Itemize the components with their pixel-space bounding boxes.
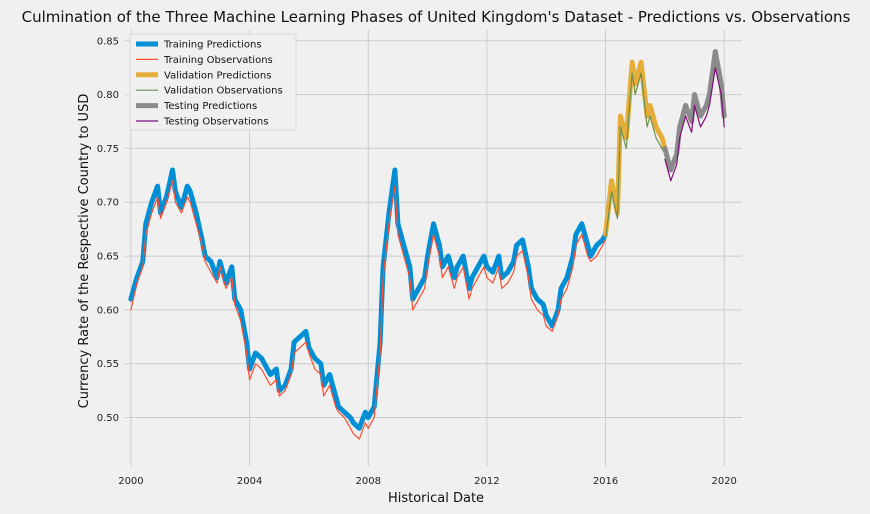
legend-label: Validation Observations (164, 86, 283, 97)
y-tick-label: 0.65 (97, 252, 119, 263)
y-tick-label: 0.55 (97, 359, 119, 370)
legend-label: Testing Observations (163, 117, 268, 128)
series-line-training-predictions (128, 167, 608, 431)
y-axis-title: Currency Rate of the Respective Country … (77, 94, 92, 409)
legend-label: Training Observations (163, 55, 273, 66)
y-tick-label: 0.50 (97, 413, 119, 424)
legend-label: Testing Predictions (163, 101, 257, 112)
x-tick-labels: 2000 2004 2008 2012 2016 2020 (118, 476, 737, 487)
legend-label: Validation Predictions (164, 70, 271, 81)
series-line-testing-predictions (662, 49, 727, 173)
x-tick-label: 2004 (237, 476, 262, 487)
x-tick-label: 2016 (593, 476, 618, 487)
y-tick-label: 0.60 (97, 305, 119, 316)
y-tick-labels: 0.50 0.55 0.60 0.65 0.70 0.75 0.80 0.85 (97, 36, 119, 424)
legend: Training Predictions Training Observation… (129, 33, 297, 131)
series-line-testing-observations (664, 67, 725, 182)
y-tick-label: 0.80 (97, 90, 119, 101)
y-tick-label: 0.85 (97, 36, 119, 47)
x-tick-label: 2012 (474, 476, 499, 487)
x-axis-title: Historical Date (388, 491, 484, 506)
x-tick-label: 2000 (118, 476, 143, 487)
y-tick-label: 0.70 (97, 198, 119, 209)
x-tick-label: 2008 (356, 476, 381, 487)
legend-box (129, 33, 297, 131)
series-line-training-observations (130, 180, 607, 440)
chart-title: Culmination of the Three Machine Learnin… (22, 8, 851, 26)
series-lines (128, 49, 727, 440)
series-line-validation-observations (604, 72, 666, 241)
y-tick-label: 0.75 (97, 144, 119, 155)
x-tick-label: 2020 (711, 476, 736, 487)
legend-label: Training Predictions (163, 40, 262, 51)
